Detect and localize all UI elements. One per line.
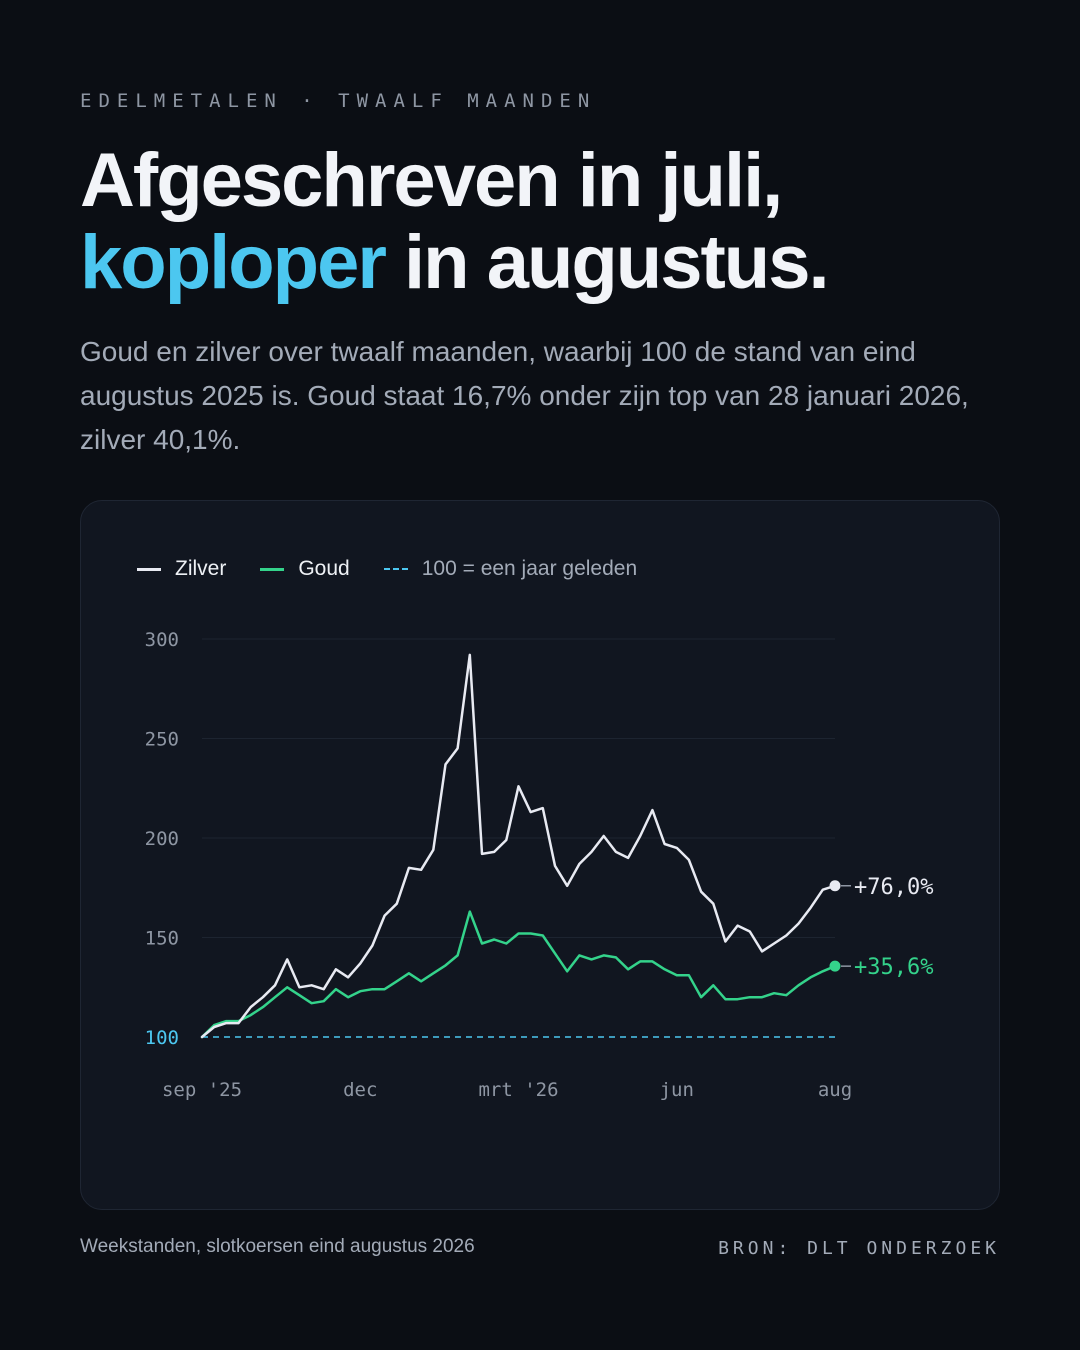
x-tick-label: sep '25 <box>162 1079 242 1101</box>
legend-label-gold: Goud <box>298 557 350 580</box>
y-tick-label: 200 <box>145 828 179 850</box>
headline-accent: koploper <box>80 220 387 305</box>
end-label-gold: +35,6% <box>854 955 933 980</box>
eyebrow: EDELMETALEN · TWAALF MAANDEN <box>80 90 597 112</box>
legend-item-baseline: 100 = een jaar geleden <box>383 557 638 581</box>
series-line-silver <box>200 653 837 1039</box>
y-tick-label: 150 <box>145 928 179 950</box>
end-point-silver <box>829 880 841 892</box>
y-tick-label: 300 <box>145 629 179 651</box>
x-tick-label: mrt '26 <box>478 1079 558 1101</box>
subtitle: Goud en zilver over twaalf maanden, waar… <box>80 336 969 455</box>
headline-line2: in augustus. <box>384 220 830 305</box>
series-line-gold <box>200 910 837 1039</box>
headline: Afgeschreven in juli, koploper in augustu… <box>80 140 1020 304</box>
line-chart: 100 150 200 250 300 sep '25 dec mrt '26 jun aug +7… <box>145 629 934 1101</box>
x-tick-label: jun <box>660 1079 694 1101</box>
headline-line1: Afgeschreven in juli, <box>80 138 783 223</box>
legend-label-baseline: 100 = een jaar geleden <box>421 557 638 580</box>
end-point-gold <box>829 960 841 972</box>
legend-label-silver: Zilver <box>175 557 227 580</box>
y-tick-label: 100 <box>145 1027 179 1049</box>
source-label: BRON: DLT ONDERZOEK <box>718 1238 1000 1259</box>
end-label-silver: +76,0% <box>854 875 933 900</box>
y-tick-label: 250 <box>145 729 179 751</box>
chart-legend: Zilver Goud 100 = een jaar geleden <box>137 557 671 581</box>
chart-card: Zilver Goud 100 = een jaar geleden 100 15… <box>80 500 1000 1210</box>
footer-note: Weekstanden, slotkoersen eind augustus 2… <box>80 1236 475 1257</box>
x-tick-label: dec <box>343 1079 377 1101</box>
legend-swatch-silver <box>137 567 161 571</box>
legend-swatch-baseline <box>383 568 408 570</box>
legend-item-silver: Zilver <box>137 557 226 581</box>
legend-item-gold: Goud <box>260 557 350 581</box>
legend-swatch-gold <box>260 567 285 571</box>
x-tick-label: aug <box>818 1079 852 1101</box>
